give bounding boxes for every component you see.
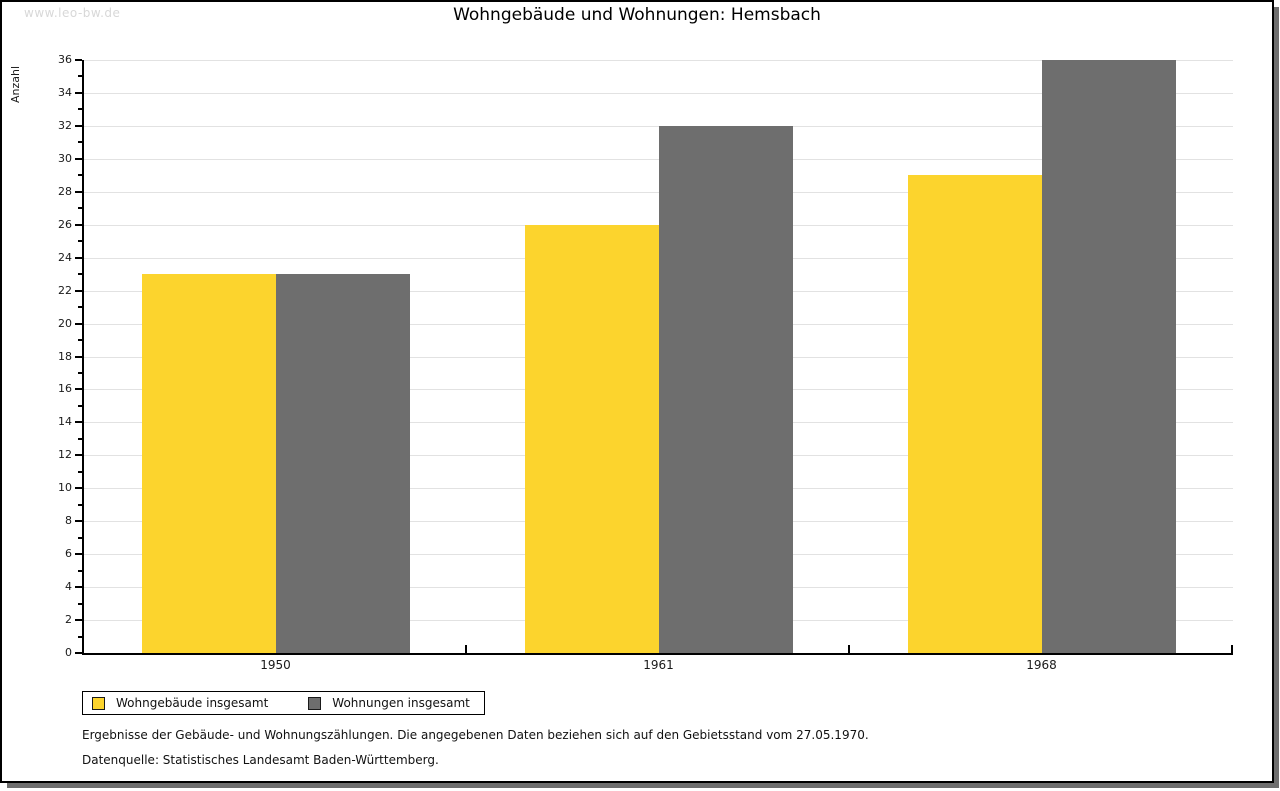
y-tick-label-30: 30: [58, 151, 72, 165]
legend-swatch-1: [92, 696, 105, 710]
y-major-tick-18: [75, 355, 82, 358]
y-minor-tick-17: [78, 371, 82, 374]
y-minor-tick-11: [78, 470, 82, 473]
y-tick-label-2: 2: [65, 613, 72, 627]
x-tick-label-1950: 1950: [260, 658, 291, 672]
y-major-tick-6: [75, 553, 82, 556]
y-major-tick-16: [75, 388, 82, 391]
y-tick-label-20: 20: [58, 316, 72, 330]
y-tick-label-0: 0: [65, 646, 72, 659]
y-tick-label-4: 4: [65, 580, 72, 594]
y-major-tick-12: [75, 454, 82, 457]
y-tick-label-18: 18: [58, 349, 72, 363]
legend: Wohngebäude insgesamt Wohnungen insgesamt: [82, 691, 485, 715]
x-boundary-tick-2: [848, 645, 850, 653]
y-major-tick-26: [75, 223, 82, 226]
y-tick-label-28: 28: [58, 184, 72, 198]
footnote-line-1: Ergebnisse der Gebäude- und Wohnungszähl…: [82, 728, 869, 742]
plot-area: 0 2 4 6 8 10 12 14 16 18 20 22 24 26 28 30 32 34 36 1950 196…: [58, 53, 1233, 672]
y-minor-tick-35: [78, 75, 82, 78]
y-tick-label-8: 8: [65, 514, 72, 528]
gridline-y-34: [84, 92, 1233, 94]
watermark-text: www.leo-bw.de: [24, 6, 121, 20]
y-major-tick-14: [75, 421, 82, 424]
y-minor-tick-33: [78, 108, 82, 111]
y-major-tick-32: [75, 124, 82, 127]
y-axis-title: Anzahl: [9, 65, 22, 103]
y-tick-label-14: 14: [58, 415, 72, 429]
x-tick-label-1968: 1968: [1026, 658, 1057, 672]
legend-label-1: Wohngebäude insgesamt: [116, 696, 269, 710]
y-minor-tick-25: [78, 240, 82, 243]
y-minor-tick-3: [78, 602, 82, 605]
y-major-tick-8: [75, 520, 82, 523]
y-minor-tick-1: [78, 635, 82, 638]
footnote-line-2: Datenquelle: Statistisches Landesamt Bad…: [82, 753, 439, 767]
y-minor-tick-5: [78, 569, 82, 572]
y-major-tick-0: [75, 652, 82, 654]
x-tick-label-1961: 1961: [643, 658, 674, 672]
bar-series2-1950: [275, 274, 410, 653]
y-minor-tick-27: [78, 207, 82, 210]
legend-label-2: Wohnungen insgesamt: [332, 696, 470, 710]
y-tick-label-6: 6: [65, 547, 72, 561]
y-tick-label-22: 22: [58, 283, 72, 297]
y-minor-tick-23: [78, 273, 82, 276]
gridline-y-36: [84, 60, 1233, 61]
y-tick-label-26: 26: [58, 217, 72, 231]
bar-series2-1961: [658, 125, 793, 653]
y-major-tick-24: [75, 256, 82, 259]
y-minor-tick-31: [78, 141, 82, 144]
y-major-tick-28: [75, 190, 82, 193]
y-minor-tick-7: [78, 536, 82, 539]
y-minor-tick-13: [78, 437, 82, 440]
y-major-tick-2: [75, 619, 82, 622]
y-major-tick-10: [75, 487, 82, 490]
x-boundary-tick-3: [1231, 645, 1233, 653]
y-tick-label-36: 36: [58, 53, 72, 66]
y-tick-label-32: 32: [58, 118, 72, 132]
bar-series1-1968: [907, 175, 1042, 653]
y-minor-tick-21: [78, 306, 82, 309]
y-tick-label-24: 24: [58, 250, 72, 264]
y-tick-label-12: 12: [58, 448, 72, 462]
bar-series1-1961: [524, 224, 659, 653]
y-minor-tick-9: [78, 503, 82, 506]
y-major-tick-20: [75, 322, 82, 325]
y-major-tick-36: [75, 59, 82, 61]
bar-series1-1950: [141, 274, 276, 653]
x-boundary-tick-1: [465, 645, 467, 653]
y-minor-tick-29: [78, 174, 82, 177]
y-tick-label-16: 16: [58, 382, 72, 396]
y-tick-label-10: 10: [58, 481, 72, 495]
bar-series2-1968: [1041, 60, 1176, 653]
legend-item-2: Wohnungen insgesamt: [308, 696, 470, 710]
y-major-tick-4: [75, 586, 82, 589]
legend-item-1: Wohngebäude insgesamt: [92, 696, 268, 710]
chart-title: Wohngebäude und Wohnungen: Hemsbach: [453, 5, 821, 25]
y-tick-label-34: 34: [58, 85, 72, 99]
legend-swatch-2: [308, 696, 322, 710]
y-major-tick-30: [75, 157, 82, 160]
y-major-tick-22: [75, 289, 82, 292]
y-minor-tick-19: [78, 339, 82, 342]
y-major-tick-34: [75, 91, 82, 94]
y-minor-tick-15: [78, 404, 82, 407]
